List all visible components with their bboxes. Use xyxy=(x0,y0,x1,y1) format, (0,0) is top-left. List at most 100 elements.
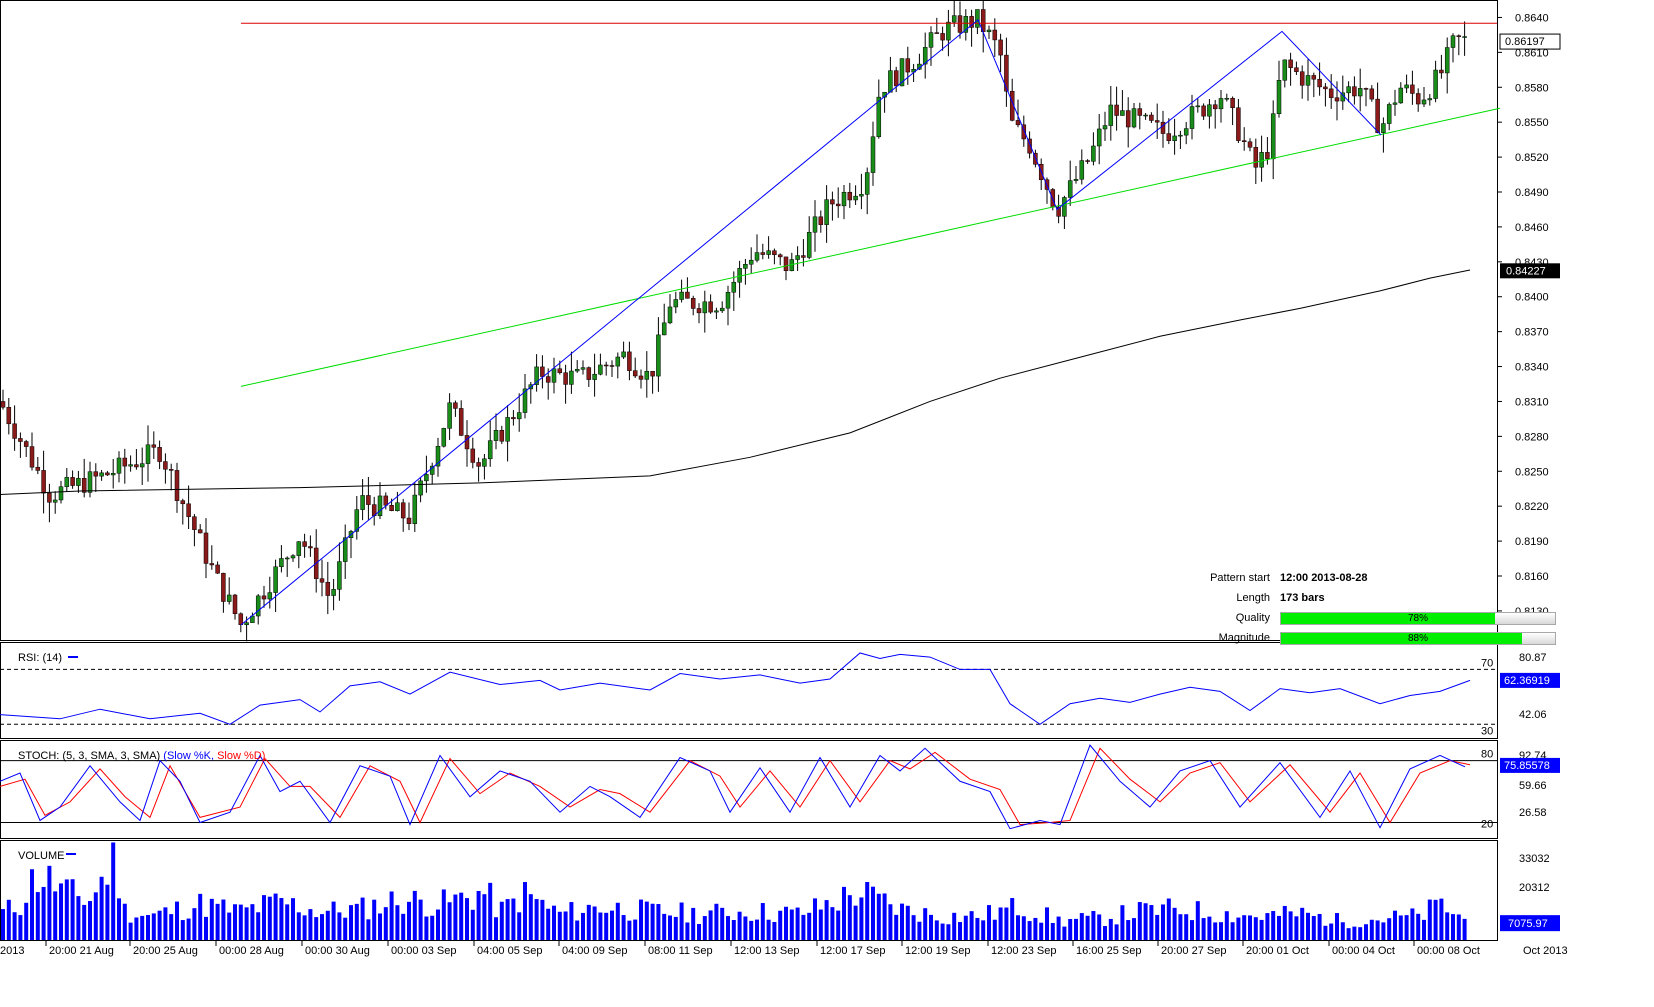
candle-body xyxy=(563,372,568,385)
moving-average-line xyxy=(0,269,1471,496)
time-tick-label: 00:00 04 Oct xyxy=(1332,945,1395,957)
volume-bar xyxy=(894,914,899,940)
candle-body xyxy=(603,364,609,367)
volume-bar xyxy=(1236,917,1241,940)
volume-bar xyxy=(430,915,435,940)
volume-bar xyxy=(952,912,957,940)
candle-body xyxy=(580,367,586,370)
candle-body xyxy=(377,495,383,517)
volume-bar xyxy=(476,890,481,940)
volume-bar xyxy=(963,915,968,940)
volume-bar xyxy=(1126,920,1131,940)
candle-body xyxy=(1439,69,1444,74)
volume-bar xyxy=(122,903,127,940)
volume-bar xyxy=(53,891,58,940)
volume-bar xyxy=(940,923,945,940)
volume-bar xyxy=(273,893,278,940)
candle-body xyxy=(893,70,899,87)
volume-bar xyxy=(679,902,684,940)
volume-bar xyxy=(987,905,991,940)
volume-bar xyxy=(737,911,742,940)
time-axis: 2013 20:00 21 Aug 20:00 25 Aug 00:00 28 Aug… xyxy=(0,940,1568,957)
volume-bar xyxy=(186,918,191,940)
volume-panel: VOLUME 33032 20312 7075.97 xyxy=(0,840,1560,941)
volume-bar xyxy=(778,910,783,940)
candle-body xyxy=(806,231,812,258)
volume-bar xyxy=(1103,926,1107,940)
volume-bar xyxy=(453,894,458,940)
volume-bar xyxy=(726,916,730,940)
price-tick-label: 0.8640 xyxy=(1515,12,1549,24)
candle-body xyxy=(209,563,215,566)
candle-body xyxy=(41,470,46,494)
volume-bar xyxy=(494,917,498,940)
price-tick-label: 0.8370 xyxy=(1515,327,1549,339)
candle-body xyxy=(574,369,580,372)
ma-price-box xyxy=(1500,263,1560,279)
volume-bar xyxy=(1010,898,1015,940)
volume-bar xyxy=(1,909,5,940)
time-tick-label: 00:00 30 Aug xyxy=(305,945,370,957)
candle-body xyxy=(992,29,998,41)
candle-body xyxy=(1427,98,1433,101)
volume-bar xyxy=(847,895,852,940)
volume-bar xyxy=(697,924,701,940)
volume-title: VOLUME xyxy=(18,850,64,862)
candle-body xyxy=(627,351,632,371)
time-tick-label: 00:00 08 Oct xyxy=(1417,945,1480,957)
candle-body xyxy=(215,564,220,574)
volume-bar xyxy=(1213,922,1218,940)
pattern-zigzag-line xyxy=(240,18,1382,626)
volume-bar xyxy=(656,904,661,940)
candle-body xyxy=(105,472,110,476)
candle-body xyxy=(609,365,615,367)
candle-body xyxy=(1363,88,1369,90)
candle-body xyxy=(1253,147,1259,168)
volume-bar xyxy=(1445,912,1450,940)
volume-bar xyxy=(407,901,411,940)
time-tick-label: 12:00 19 Sep xyxy=(905,945,970,957)
volume-bar xyxy=(1178,914,1183,940)
candle-body xyxy=(969,16,974,28)
candle-body xyxy=(128,464,133,467)
candle-body xyxy=(888,70,893,93)
length-value: 173 bars xyxy=(1280,592,1325,604)
candle-body xyxy=(975,9,980,28)
volume-bar xyxy=(1161,904,1165,940)
volume-bar xyxy=(1079,913,1084,940)
volume-bar xyxy=(784,906,788,940)
candle-body xyxy=(598,364,603,375)
candle-body xyxy=(151,444,157,448)
price-tick-label: 0.8460 xyxy=(1515,222,1549,234)
volume-bar xyxy=(1393,910,1397,940)
candle-body xyxy=(447,402,452,429)
volume-bar xyxy=(1439,898,1444,940)
candle-body xyxy=(389,505,394,512)
candle-body xyxy=(163,461,168,470)
volume-bar xyxy=(291,898,295,940)
candle-body xyxy=(1091,145,1096,162)
quality-bar: 78% xyxy=(1280,612,1556,625)
candle-body xyxy=(876,96,882,138)
volume-current-box xyxy=(1500,915,1560,932)
volume-bar xyxy=(650,903,655,940)
volume-bar xyxy=(1369,919,1374,940)
volume-bar xyxy=(691,907,696,940)
volume-bar xyxy=(1410,908,1415,940)
candle-body xyxy=(1178,134,1183,137)
volume-bar xyxy=(1323,925,1328,940)
stoch-k-legend: (Slow %K, xyxy=(163,750,217,762)
candle-body xyxy=(1410,84,1415,94)
volume-bar xyxy=(372,899,377,940)
candle-body xyxy=(157,447,162,462)
candle-body xyxy=(273,566,278,593)
candle-body xyxy=(1328,88,1334,98)
volume-bar xyxy=(905,905,910,940)
candle-body xyxy=(777,254,783,258)
magnitude-bar: 88% xyxy=(1280,632,1556,645)
candle-body xyxy=(58,486,64,501)
candle-body xyxy=(1143,114,1148,117)
candle-body xyxy=(267,592,273,600)
volume-bar xyxy=(383,907,388,940)
candle-body xyxy=(743,263,748,269)
